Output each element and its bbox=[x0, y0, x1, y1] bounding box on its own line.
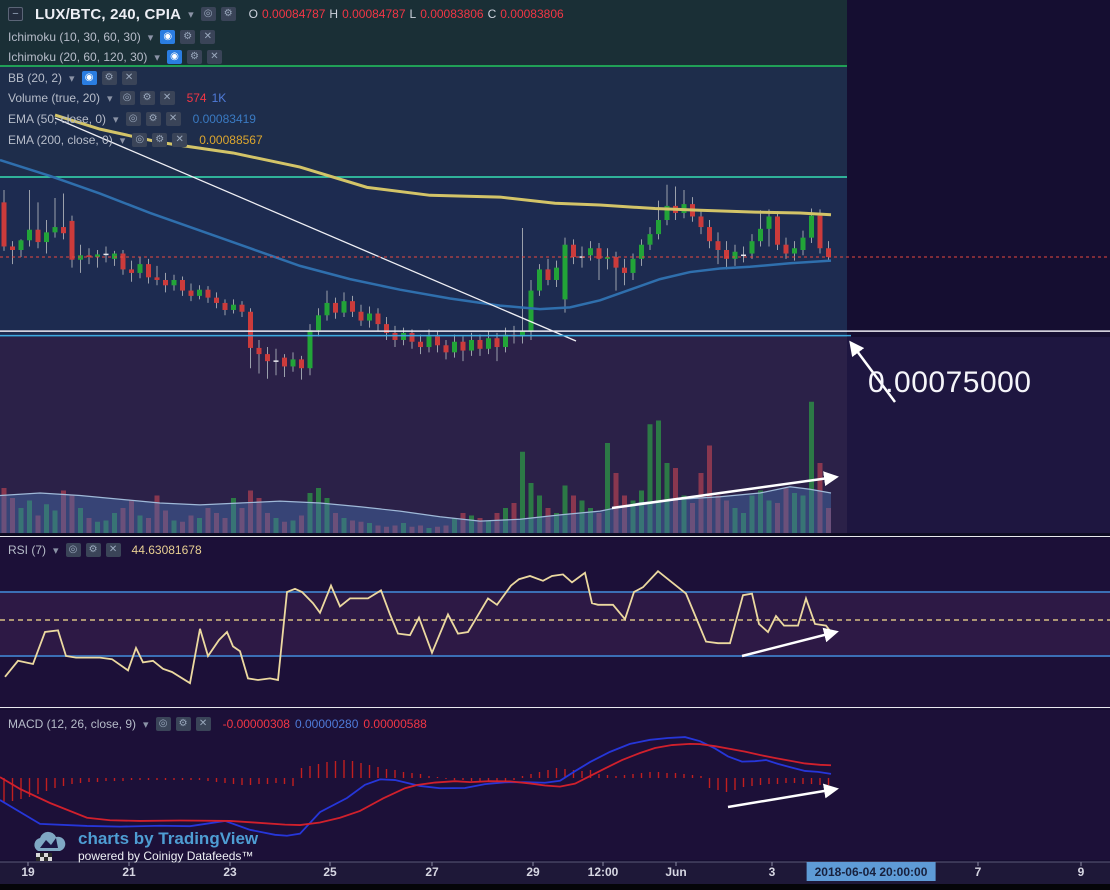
symbol-title[interactable]: LUX/BTC, 240, CPIA bbox=[35, 5, 182, 23]
macd-line-value: 0.00000280 bbox=[294, 717, 359, 731]
ema50-value: 0.00083419 bbox=[192, 112, 256, 126]
gear-icon[interactable]: ⚙ bbox=[145, 112, 161, 126]
gear-icon[interactable]: ⚙ bbox=[152, 133, 168, 147]
chevron-down-icon[interactable]: ▾ bbox=[147, 31, 154, 44]
eye-icon[interactable]: ◉ bbox=[160, 30, 176, 44]
time-axis-label: 25 bbox=[323, 865, 337, 879]
indicator-label[interactable]: Volume (true, 20) bbox=[8, 91, 101, 105]
indicator-label[interactable]: EMA (50, close, 0) bbox=[8, 112, 107, 126]
close-icon[interactable]: ✕ bbox=[172, 133, 188, 147]
tradingview-cloud-icon bbox=[34, 831, 66, 861]
gear-icon[interactable]: ⚙ bbox=[175, 717, 191, 731]
tradingview-branding: charts by TradingView powered by Coinigy… bbox=[30, 829, 258, 863]
indicator-row-ichimoku-2: Ichimoku (20, 60, 120, 30) ▾ ◉ ⚙ ✕ bbox=[8, 49, 222, 65]
chevron-down-icon[interactable]: ▾ bbox=[143, 718, 149, 731]
high-label: H bbox=[329, 7, 339, 21]
eye-icon[interactable]: ◎ bbox=[119, 91, 135, 105]
powered-by-coinigy-text: powered by Coinigy Datafeeds™ bbox=[78, 849, 254, 863]
high-value: 0.00084787 bbox=[342, 7, 406, 21]
price-level-annotation: 0.00075000 bbox=[868, 366, 1032, 399]
chevron-down-icon[interactable]: ▾ bbox=[107, 92, 113, 105]
volume-ma-value: 1K bbox=[211, 91, 227, 105]
ema200-value: 0.00088567 bbox=[199, 133, 263, 147]
macd-signal-value: 0.00000588 bbox=[363, 717, 427, 731]
close-label: C bbox=[487, 7, 497, 21]
indicator-label[interactable]: Ichimoku (10, 30, 60, 30) bbox=[8, 30, 141, 44]
time-axis-marker-badge: 2018-06-04 20:00:00 bbox=[806, 862, 936, 881]
time-axis-label: 29 bbox=[526, 865, 540, 879]
indicator-label[interactable]: Ichimoku (20, 60, 120, 30) bbox=[8, 50, 148, 64]
close-icon[interactable]: ✕ bbox=[195, 717, 211, 731]
time-axis-label: 23 bbox=[223, 865, 237, 879]
eye-icon[interactable]: ◉ bbox=[81, 71, 97, 85]
gear-icon[interactable]: ⚙ bbox=[101, 71, 117, 85]
indicator-row-ichimoku-1: Ichimoku (10, 30, 60, 30) ▾ ◉ ⚙ ✕ bbox=[8, 29, 216, 45]
close-icon[interactable]: ✕ bbox=[105, 543, 121, 557]
chevron-down-icon[interactable]: ▾ bbox=[53, 544, 59, 557]
chevron-down-icon[interactable]: ▾ bbox=[188, 8, 194, 21]
eye-icon[interactable]: ◎ bbox=[125, 112, 141, 126]
indicator-label[interactable]: RSI (7) bbox=[8, 543, 47, 557]
gear-icon[interactable]: ⚙ bbox=[186, 50, 202, 64]
close-icon[interactable]: ✕ bbox=[159, 91, 175, 105]
time-axis-label: Jun bbox=[665, 865, 687, 879]
gear-icon[interactable]: ⚙ bbox=[180, 30, 196, 44]
time-axis-label: 12:00 bbox=[587, 865, 619, 879]
time-axis-label: 7 bbox=[974, 865, 982, 879]
chevron-down-icon[interactable]: ▾ bbox=[119, 134, 126, 147]
macd-hist-value: -0.00000308 bbox=[222, 717, 290, 731]
time-axis-label: 27 bbox=[425, 865, 439, 879]
collapse-icon[interactable]: − bbox=[8, 7, 23, 21]
eye-icon[interactable]: ◎ bbox=[155, 717, 171, 731]
ohlc-readout: O 0.00084787 H 0.00084787 L 0.00083806 C… bbox=[249, 7, 564, 21]
chevron-down-icon[interactable]: ▾ bbox=[69, 72, 75, 85]
gear-icon[interactable]: ⚙ bbox=[85, 543, 101, 557]
eye-icon[interactable]: ◎ bbox=[200, 7, 216, 21]
volume-value: 574 bbox=[186, 91, 207, 105]
close-value: 0.00083806 bbox=[500, 7, 564, 21]
indicator-row-ema200: EMA (200, close, 0) ▾ ◎ ⚙ ✕ 0.00088567 bbox=[8, 132, 263, 148]
rsi-value: 44.63081678 bbox=[131, 543, 202, 557]
checkered-flag-icon bbox=[36, 853, 52, 861]
eye-icon[interactable]: ◉ bbox=[166, 50, 182, 64]
indicator-label[interactable]: BB (20, 2) bbox=[8, 71, 63, 85]
close-icon[interactable]: ✕ bbox=[206, 50, 222, 64]
low-label: L bbox=[409, 7, 417, 21]
close-icon[interactable]: ✕ bbox=[165, 112, 181, 126]
indicator-row-volume: Volume (true, 20) ▾ ◎ ⚙ ✕ 574 1K bbox=[8, 90, 226, 106]
indicator-row-bb: BB (20, 2) ▾ ◉ ⚙ ✕ bbox=[8, 70, 137, 86]
low-value: 0.00083806 bbox=[420, 7, 484, 21]
eye-icon[interactable]: ◎ bbox=[132, 133, 148, 147]
time-axis[interactable]: 19 21 23 25 27 29 12:00 Jun 3 7 9 2018-06-04 20:00:… bbox=[0, 862, 1110, 884]
indicator-row-ema50: EMA (50, close, 0) ▾ ◎ ⚙ ✕ 0.00083419 bbox=[8, 111, 256, 127]
indicator-row-macd: MACD (12, 26, close, 9) ▾ ◎ ⚙ ✕ -0.00000… bbox=[8, 716, 427, 732]
symbol-row: − LUX/BTC, 240, CPIA ▾ ◎ ⚙ O 0.00084787 … bbox=[8, 5, 564, 23]
close-icon[interactable]: ✕ bbox=[121, 71, 137, 85]
indicator-label[interactable]: EMA (200, close, 0) bbox=[8, 133, 113, 147]
charts-by-tradingview-text[interactable]: charts by TradingView bbox=[78, 829, 259, 848]
gear-icon[interactable]: ⚙ bbox=[139, 91, 155, 105]
chevron-down-icon[interactable]: ▾ bbox=[113, 113, 119, 126]
eye-icon[interactable]: ◎ bbox=[65, 543, 81, 557]
open-value: 0.00084787 bbox=[262, 7, 326, 21]
time-axis-label: 19 bbox=[21, 865, 35, 879]
indicator-row-rsi: RSI (7) ▾ ◎ ⚙ ✕ 44.63081678 bbox=[8, 542, 202, 558]
time-axis-label: 3 bbox=[768, 865, 776, 879]
chevron-down-icon[interactable]: ▾ bbox=[154, 51, 160, 64]
indicator-label[interactable]: MACD (12, 26, close, 9) bbox=[8, 717, 137, 731]
gear-icon[interactable]: ⚙ bbox=[220, 7, 236, 21]
open-label: O bbox=[248, 7, 259, 21]
close-icon[interactable]: ✕ bbox=[200, 30, 216, 44]
time-axis-label: 21 bbox=[122, 865, 136, 879]
time-axis-label: 9 bbox=[1077, 865, 1085, 879]
